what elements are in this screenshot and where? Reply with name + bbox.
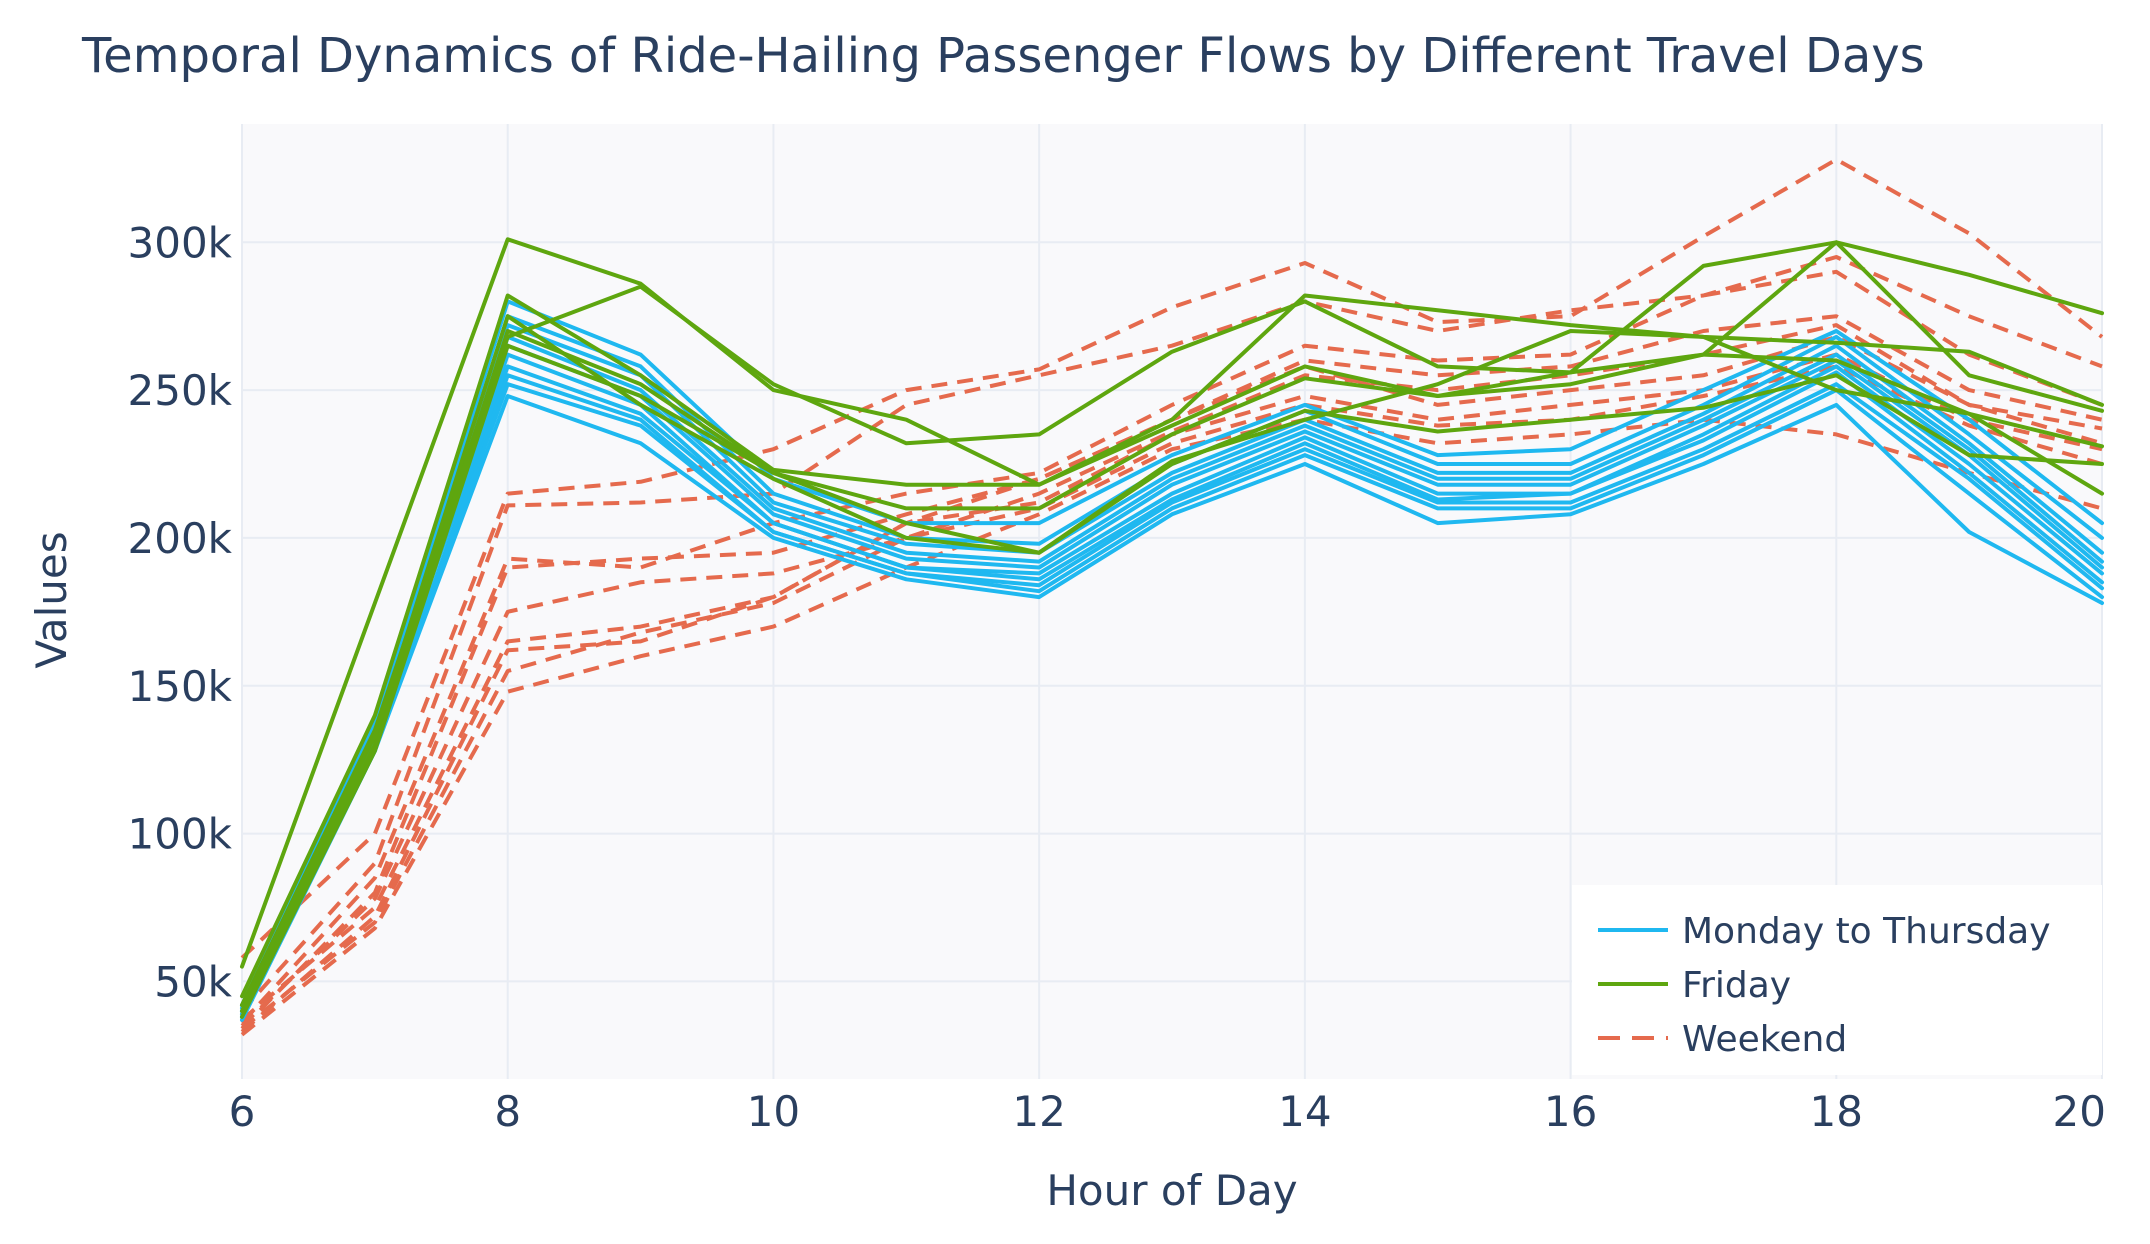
legend-item-monday-to-thursday[interactable]: Monday to Thursday [1598,911,2051,952]
series-line-friday-4 [240,329,2104,1013]
legend-item-weekend[interactable]: Weekend [1598,1019,1847,1060]
y-tick-label: 50k [154,957,232,1006]
y-tick-label: 150k [128,662,233,711]
series-line-friday-1 [240,237,2104,969]
axis-layer: 6 8 10 12 14 16 18 20 50k 100k 150k 200k 250k 300k [128,218,2107,1136]
series-line-monday-to-thursday-8 [240,373,2104,1019]
y-tick-label: 200k [128,514,233,563]
y-tick-label: 100k [128,810,233,859]
series-line-monday-to-thursday-7 [240,364,2104,1010]
series-line-monday-to-thursday-10 [240,394,2104,1016]
x-tick-label: 20 [2053,1087,2106,1136]
y-axis-title: Values [27,531,76,668]
series-line-friday-5 [240,329,2104,1019]
chart-title: Temporal Dynamics of Ride-Hailing Passen… [81,28,1925,84]
x-axis-title: Hour of Day [1046,1166,1297,1215]
y-tick-label: 250k [128,366,233,415]
x-tick-label: 10 [747,1087,800,1136]
series-group-friday [240,237,2104,1019]
legend-box [1572,885,2102,1075]
series-line-monday-to-thursday-4 [240,334,2104,1022]
x-tick-label: 8 [494,1087,521,1136]
legend-label: Monday to Thursday [1682,911,2051,952]
series-line-friday-6 [240,314,2104,1008]
x-tick-label: 12 [1012,1087,1065,1136]
legend-label: Weekend [1682,1019,1847,1060]
x-tick-label: 18 [1810,1087,1863,1136]
series-line-weekend-8 [240,364,2103,1031]
series-layer [240,157,2104,1037]
series-line-monday-to-thursday-3 [240,323,2104,1008]
series-line-friday-3 [240,240,2104,1008]
legend-item-friday[interactable]: Friday [1598,965,1791,1006]
series-line-weekend-2 [240,255,2103,1013]
series-line-weekend-9 [240,417,2103,1037]
series-line-weekend-5 [240,323,2103,1028]
series-line-monday-to-thursday-6 [240,352,2104,1016]
series-line-monday-to-thursday-9 [240,382,2104,1013]
legend[interactable]: Monday to Thursday Friday Weekend [1572,885,2102,1075]
y-tick-label: 300k [128,218,233,267]
legend-label: Friday [1682,965,1791,1006]
x-tick-label: 6 [229,1087,256,1136]
x-tick-label: 16 [1544,1087,1597,1136]
x-tick-label: 14 [1278,1087,1331,1136]
